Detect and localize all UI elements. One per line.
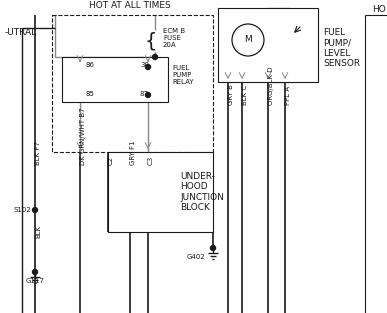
Text: 86: 86 [85,62,94,68]
Circle shape [152,54,158,59]
Bar [218,8,318,82]
Circle shape [146,64,151,69]
Circle shape [232,24,264,56]
Text: -UTRAL: -UTRAL [5,28,37,37]
Bar [108,152,213,232]
Text: C2: C2 [108,156,114,165]
Text: M: M [244,35,252,44]
Text: S102: S102 [13,207,31,213]
Text: BLK C: BLK C [242,85,248,105]
Text: GRY F1: GRY F1 [130,140,136,165]
Text: HOT AT ALL TIMES: HOT AT ALL TIMES [89,1,171,10]
Text: GRY B: GRY B [228,84,234,105]
Text: BLK: BLK [35,225,41,238]
Text: ECM B
FUSE
20A: ECM B FUSE 20A [163,28,185,48]
Text: UNDER-
HOOD
JUNCTION
BLOCK: UNDER- HOOD JUNCTION BLOCK [180,172,224,212]
Bar [52,15,213,152]
Text: FUEL
PUMP
RELAY: FUEL PUMP RELAY [172,65,194,85]
Text: PPL A: PPL A [285,86,291,105]
Text: ORG/BLK D: ORG/BLK D [268,66,274,105]
Circle shape [33,208,38,213]
Text: {: { [145,32,157,50]
Circle shape [146,93,151,98]
Text: G117: G117 [26,278,45,284]
Circle shape [211,245,216,250]
Text: 30: 30 [140,62,149,68]
Text: DK GRN/WHT B7: DK GRN/WHT B7 [80,107,86,165]
Text: HO: HO [372,5,386,14]
Text: 87: 87 [140,91,149,97]
Bar [62,57,168,102]
Text: FUEL
PUMP/
LEVEL
SENSOR: FUEL PUMP/ LEVEL SENSOR [323,28,360,68]
Circle shape [33,269,38,275]
Text: 85: 85 [85,91,94,97]
Text: BLK F7: BLK F7 [35,141,41,165]
Text: G402: G402 [187,254,205,260]
Text: C3: C3 [148,156,154,165]
